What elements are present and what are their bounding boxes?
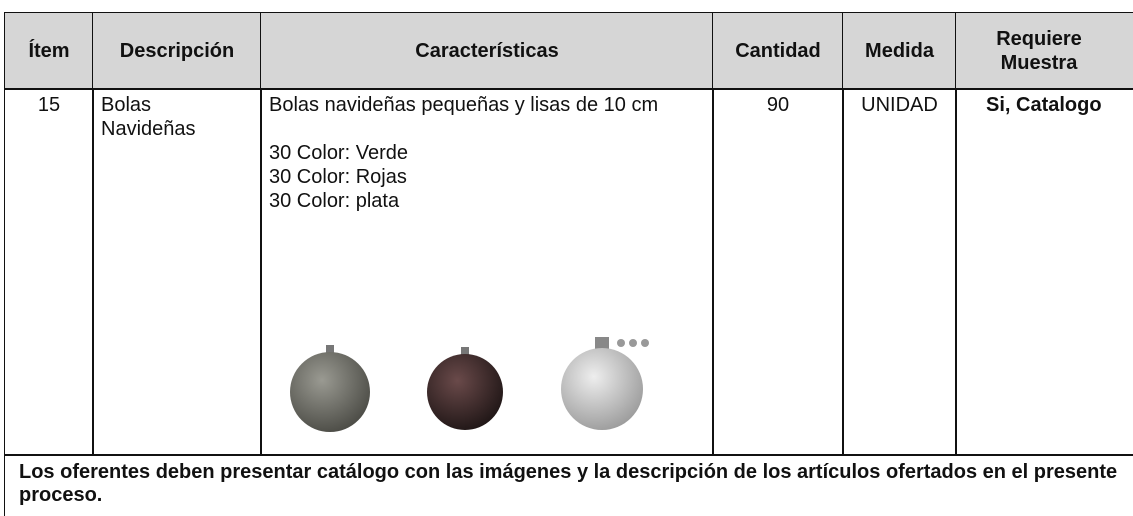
- item-text: 15: [37, 94, 61, 116]
- ornament: [427, 354, 503, 430]
- color-line: 30 Color: Rojas: [269, 166, 407, 188]
- dot: [617, 339, 625, 347]
- ornament: [290, 352, 370, 432]
- header-cell: Requiere Muestra: [955, 12, 1133, 90]
- description-cell: Bolas Navideñas: [92, 88, 262, 456]
- features-cell: Bolas navideñas pequeñas y lisas de 10 c…: [260, 88, 714, 456]
- note-cell: Los oferentes deben presentar catálogo c…: [4, 454, 1133, 516]
- header-text: Requiere Muestra: [996, 28, 1082, 74]
- header-text: Descripción: [119, 40, 235, 62]
- color-line: 30 Color: plata: [269, 190, 400, 212]
- header-cell: Medida: [842, 12, 957, 90]
- header-text: Características: [415, 40, 559, 62]
- header-text: Ítem: [28, 40, 70, 62]
- item-cell: 15: [4, 88, 94, 456]
- header-cell: Características: [260, 12, 714, 90]
- ornament-cap: [461, 347, 469, 355]
- ornament: [561, 348, 643, 430]
- header-cell: Ítem: [4, 12, 94, 90]
- ornament-cap: [326, 345, 334, 353]
- header-cell: Cantidad: [712, 12, 844, 90]
- quantity-text: 90: [766, 94, 790, 116]
- unit-cell: UNIDAD: [842, 88, 957, 456]
- dot: [641, 339, 649, 347]
- color-line: 30 Color: Verde: [269, 142, 408, 164]
- header-text: Medida: [865, 40, 934, 62]
- dot: [629, 339, 637, 347]
- sample-cell: Si, Catalogo: [955, 88, 1133, 456]
- quantity-cell: 90: [712, 88, 844, 456]
- description-text: Bolas Navideñas: [101, 94, 196, 140]
- features-text: Bolas navideñas pequeñas y lisas de 10 c…: [269, 94, 659, 116]
- header-cell: Descripción: [92, 12, 262, 90]
- sample-text: Si, Catalogo: [986, 94, 1102, 116]
- ornaments-image: [290, 337, 649, 432]
- header-text: Cantidad: [735, 40, 821, 62]
- note-text: Los oferentes deben presentar catálogo c…: [19, 461, 1118, 506]
- unit-text: UNIDAD: [861, 94, 938, 116]
- ornament-cap: [595, 337, 609, 351]
